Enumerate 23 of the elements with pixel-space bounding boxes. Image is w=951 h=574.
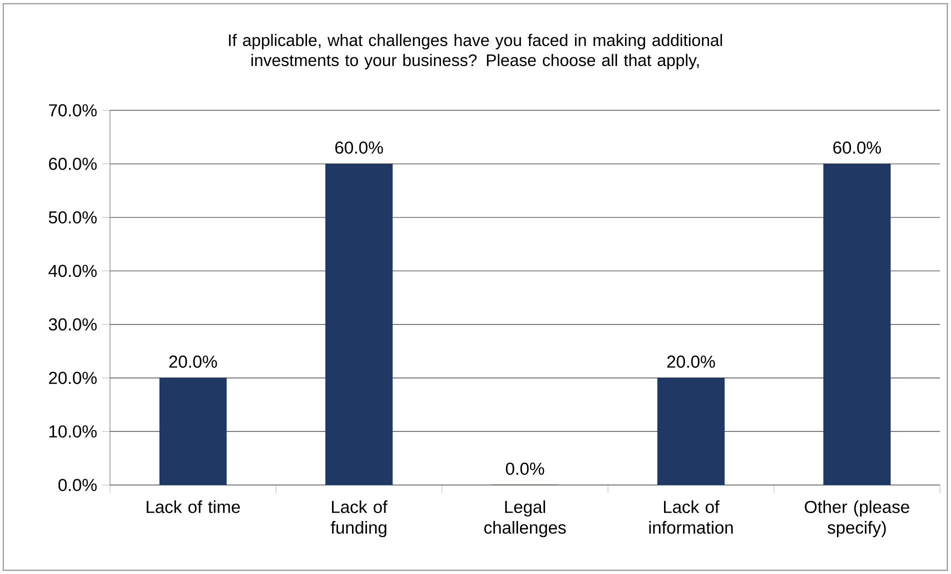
x-tick-label: Lack of time	[146, 500, 240, 514]
chart-title: If applicable, what challenges have you faced in making additional investments to your business? Please choose all that apply,	[229, 34, 722, 70]
data-label: 60.0%	[335, 141, 383, 154]
y-tick-label: 10.0%	[49, 425, 97, 438]
data-label: 20.0%	[667, 356, 715, 368]
x-tick-label: Lack of information	[649, 500, 733, 534]
x-tick-label: Lack of funding	[330, 500, 388, 538]
x-tick-label: Legal challenges	[484, 500, 566, 538]
bar	[159, 378, 227, 485]
y-tick-label: 30.0%	[48, 318, 97, 331]
y-tick-label: 40.0%	[48, 264, 97, 278]
bar	[657, 378, 725, 485]
data-label: 0.0%	[506, 462, 544, 475]
bar	[823, 164, 891, 485]
data-label: 20.0%	[169, 356, 217, 368]
data-label: 60.0%	[833, 141, 881, 154]
y-tick-label: 70.0%	[49, 104, 97, 116]
x-tick-label: Other (please specify)	[804, 500, 910, 538]
y-tick-label: 20.0%	[49, 372, 97, 384]
y-tick-label: 50.0%	[48, 211, 97, 224]
y-tick-label: 0.0%	[58, 478, 97, 492]
bar	[325, 164, 393, 485]
y-tick-label: 60.0%	[49, 158, 97, 170]
